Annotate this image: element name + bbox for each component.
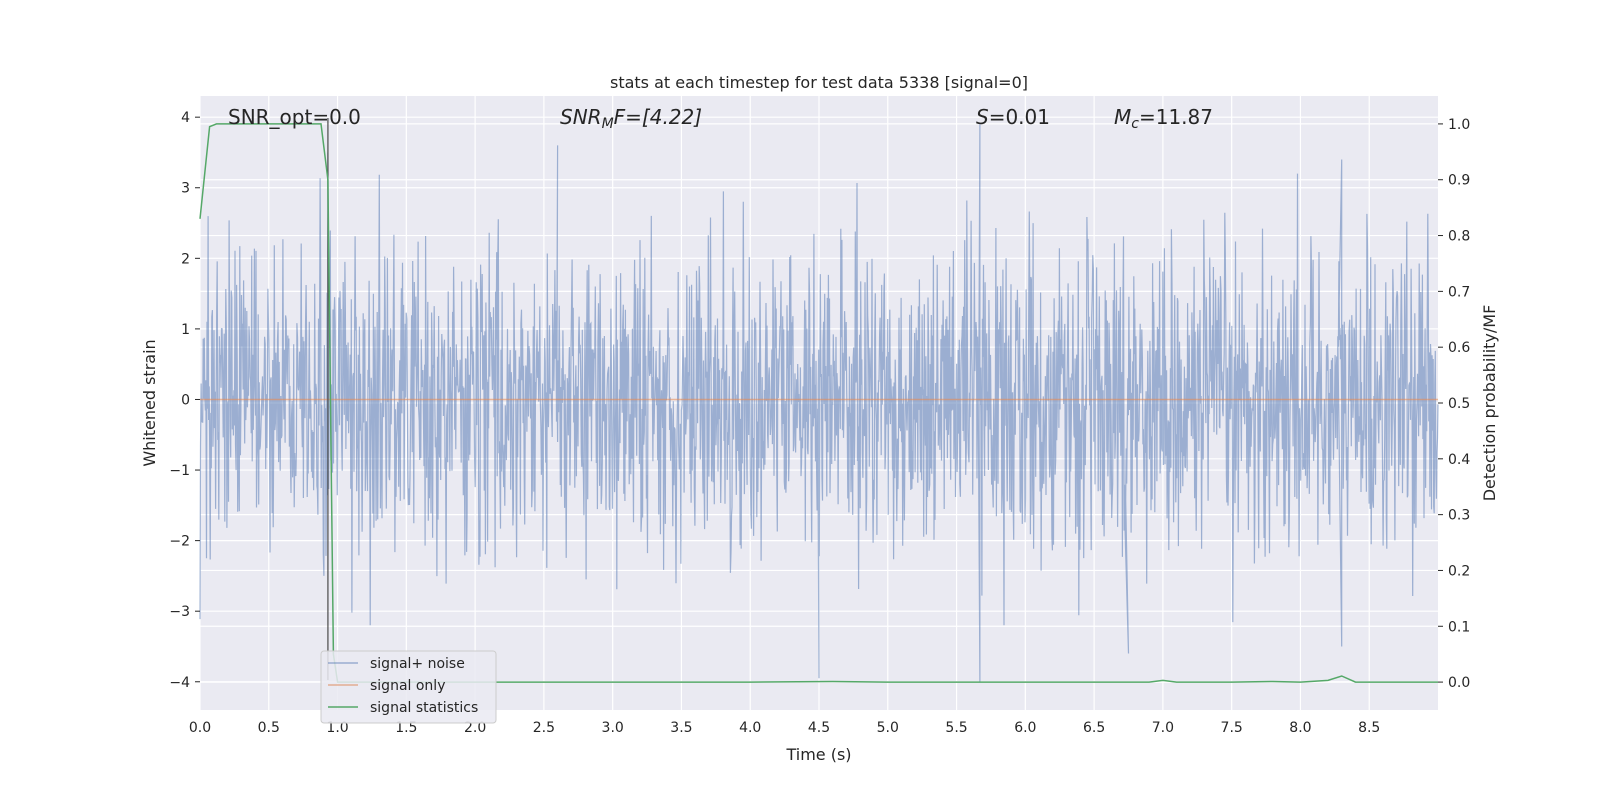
x-tick-label: 0.5 [258, 720, 280, 736]
y-ticks: −4 −3 −2 −1 0 1 2 3 4 [169, 110, 200, 691]
x-tick-label: 4.5 [808, 720, 830, 736]
y-tick-label: −2 [169, 534, 190, 550]
annotation-snr-mf: SNRMF=[4.22] [560, 105, 702, 132]
signal-noise-series [199, 124, 1439, 682]
y-tick-label: −3 [169, 604, 190, 620]
x-axis-label: Time (s) [785, 745, 851, 764]
x-tick-label: 1.5 [395, 720, 417, 736]
x-tick-label: 7.5 [1221, 720, 1243, 736]
y2-tick-label: 0.9 [1448, 173, 1470, 189]
legend: signal+ noise signal only signal statist… [320, 650, 497, 724]
y2-tick-label: 0.0 [1448, 675, 1470, 691]
x-tick-label: 3.5 [670, 720, 692, 736]
y2-tick-label: 0.3 [1448, 508, 1470, 524]
x-tick-label: 8.0 [1289, 720, 1311, 736]
y-tick-label: 4 [181, 110, 190, 126]
x-tick-label: 5.5 [945, 720, 967, 736]
y-tick-label: 3 [181, 181, 190, 197]
legend-box [320, 650, 497, 724]
x-tick-label: 4.0 [739, 720, 761, 736]
x-tick-label: 6.5 [1083, 720, 1105, 736]
y2-tick-label: 0.4 [1448, 452, 1470, 468]
legend-label-signal: signal only [370, 678, 445, 694]
y2-axis-label: Detection probability/MF [1480, 305, 1499, 502]
y2-tick-label: 0.5 [1448, 396, 1470, 412]
x-tick-label: 0.0 [189, 720, 211, 736]
x-ticks: 0.0 0.5 1.0 1.5 2.0 2.5 3.0 3.5 4.0 4.5 5.0 5.5 6.0 6… [189, 720, 1380, 736]
y2-tick-label: 0.7 [1448, 284, 1470, 300]
x-tick-label: 2.0 [464, 720, 486, 736]
y-tick-label: 1 [181, 322, 190, 338]
x-tick-label: 5.0 [877, 720, 899, 736]
legend-label-noise: signal+ noise [370, 656, 465, 672]
x-tick-label: 7.0 [1152, 720, 1174, 736]
x-tick-label: 6.0 [1014, 720, 1036, 736]
chart-title: stats at each timestep for test data 533… [610, 73, 1028, 92]
y-tick-label: −4 [169, 675, 190, 691]
x-tick-label: 2.5 [533, 720, 555, 736]
signal-statistics-line [199, 123, 1438, 683]
y-tick-label: −1 [169, 463, 190, 479]
annotation-snr-opt: SNR_opt=0.0 [228, 105, 361, 129]
y-tick-label: 2 [181, 251, 190, 267]
x-tick-label: 3.0 [602, 720, 624, 736]
annotation-s: S=0.01 [976, 105, 1050, 129]
y2-tick-label: 0.1 [1448, 619, 1470, 635]
annotation-mc: Mc=11.87 [1114, 105, 1213, 132]
legend-label-stats: signal statistics [370, 700, 478, 716]
y2-tick-label: 0.2 [1448, 563, 1470, 579]
y2-ticks: 0.0 0.1 0.2 0.3 0.4 0.5 0.6 0.7 0.8 0.9 1.0 [1438, 117, 1470, 691]
y-axis-label: Whitened strain [140, 339, 159, 466]
x-tick-label: 1.0 [326, 720, 348, 736]
x-tick-label: 8.5 [1358, 720, 1380, 736]
y2-tick-label: 0.6 [1448, 340, 1470, 356]
y2-tick-label: 0.8 [1448, 229, 1470, 245]
signal-noise-path [199, 124, 1439, 682]
y-tick-label: 0 [181, 392, 190, 408]
y2-tick-label: 1.0 [1448, 117, 1470, 133]
